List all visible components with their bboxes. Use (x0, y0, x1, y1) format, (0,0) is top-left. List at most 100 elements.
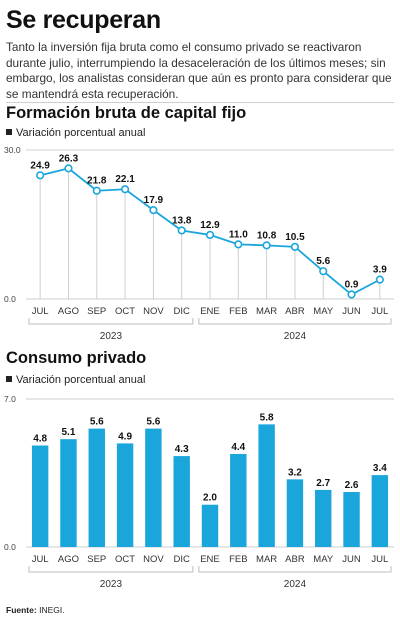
x-tick-label: DIC (174, 306, 191, 317)
data-label: 4.8 (33, 434, 47, 445)
bar (343, 492, 360, 547)
x-tick-label: SEP (87, 554, 106, 565)
data-point (120, 185, 130, 194)
source-label: Fuente: (6, 605, 37, 615)
data-label: 2.0 (203, 493, 217, 504)
x-tick-label: JUL (371, 306, 388, 317)
data-label: 26.3 (59, 153, 79, 164)
source-note: Fuente: INEGI. (6, 605, 65, 615)
data-point (375, 275, 384, 284)
data-label: 5.6 (316, 256, 330, 267)
data-label: 10.5 (285, 232, 305, 243)
chart-title-consumo: Consumo privado (6, 349, 147, 367)
bar (60, 439, 77, 547)
data-label: 5.8 (260, 412, 274, 423)
bullet-icon (6, 376, 12, 382)
x-tick-label: MAR (256, 306, 277, 317)
data-label: 12.9 (200, 220, 220, 231)
y-tick-label: 0.0 (4, 542, 16, 552)
data-label: 5.6 (146, 417, 160, 428)
y-tick-label: 0.0 (4, 294, 16, 304)
y-tick-label: 7.0 (4, 394, 16, 404)
x-tick-label: FEB (229, 306, 247, 317)
year-label: 2024 (284, 331, 307, 342)
bar-chart-consumo: 7.0 0.0 4.8 5.1 5.6 4.9 5.6 4.3 2.0 4.4 5.8 3.2 2.7 2… (4, 394, 394, 590)
data-point (290, 242, 300, 251)
bar (116, 443, 134, 547)
chart-subtitle-text: Variación porcentual anual (16, 374, 146, 386)
data-point (205, 230, 215, 240)
x-tick-label: JUL (371, 554, 388, 565)
data-point (64, 164, 73, 173)
x-tick-label: NOV (143, 554, 164, 565)
data-label: 11.0 (229, 229, 248, 240)
x-tick-label: JUL (32, 554, 49, 565)
chart-title-inversion: Formación bruta de capital fijo (6, 104, 247, 122)
line-chart-inversion: 30.0 0.0 24.9 26.3 21.8 22.1 17.9 13.8 12.9 11.0 1… (4, 145, 394, 342)
data-label: 4.9 (118, 431, 132, 442)
data-label: 0.9 (345, 280, 359, 291)
y-tick-label: 30.0 (4, 145, 21, 155)
data-label: 13.8 (172, 215, 192, 226)
bar (258, 424, 275, 547)
year-bracket (28, 566, 194, 573)
x-tick-label: AGO (58, 554, 79, 565)
data-point (234, 240, 243, 249)
header-divider (6, 102, 394, 103)
data-point (347, 290, 356, 299)
year-bracket (28, 318, 194, 325)
data-label: 21.8 (87, 176, 107, 187)
x-tick-label: JUN (342, 306, 361, 317)
data-label: 3.2 (288, 467, 302, 478)
intro-text: Tanto la inversión fija bruta como el co… (6, 40, 392, 101)
year-label: 2024 (284, 579, 307, 590)
x-tick-label: MAY (313, 306, 334, 317)
chart-subtitle-text: Variación porcentual anual (16, 127, 146, 139)
bar (201, 504, 219, 547)
x-tick-label: MAR (256, 554, 277, 565)
bar (371, 475, 389, 547)
bar (315, 489, 332, 547)
data-label: 3.9 (373, 265, 387, 276)
x-tick-label: JUN (342, 554, 361, 565)
x-tick-label: MAY (313, 554, 334, 565)
data-point (177, 226, 186, 235)
data-label: 24.9 (30, 160, 50, 171)
chart-subtitle-inversion: Variación porcentual anual (6, 127, 145, 139)
x-tick-label: OCT (115, 306, 135, 317)
data-label: 4.4 (231, 442, 245, 453)
data-label: 22.1 (115, 174, 135, 185)
year-bracket (198, 566, 392, 573)
year-label: 2023 (100, 579, 123, 590)
data-point (262, 241, 271, 250)
x-tick-label: JUL (32, 306, 49, 317)
x-tick-label: FEB (229, 554, 247, 565)
data-label: 17.9 (144, 195, 164, 206)
data-label: 5.1 (62, 427, 76, 438)
bar (145, 428, 162, 547)
data-point (36, 171, 45, 180)
bar (230, 453, 247, 547)
x-tick-label: ABR (285, 306, 305, 317)
data-label: 5.6 (90, 417, 104, 428)
data-point (319, 267, 328, 276)
year-label: 2023 (100, 331, 123, 342)
x-tick-label: NOV (143, 306, 164, 317)
x-tick-label: ABR (285, 554, 305, 565)
x-tick-label: AGO (58, 306, 79, 317)
data-label: 2.6 (345, 480, 359, 491)
data-point (149, 205, 158, 215)
bar (286, 479, 304, 547)
year-bracket (198, 318, 392, 325)
bar (88, 428, 105, 547)
x-tick-label: ENE (200, 554, 220, 565)
data-label: 3.4 (373, 463, 387, 474)
data-point (92, 186, 101, 195)
source-value: INEGI. (39, 605, 65, 615)
x-tick-label: ENE (200, 306, 220, 317)
data-label: 4.3 (175, 444, 189, 455)
bullet-icon (6, 129, 12, 135)
x-tick-label: SEP (87, 306, 106, 317)
bar (173, 456, 190, 547)
data-label: 2.7 (316, 478, 330, 489)
